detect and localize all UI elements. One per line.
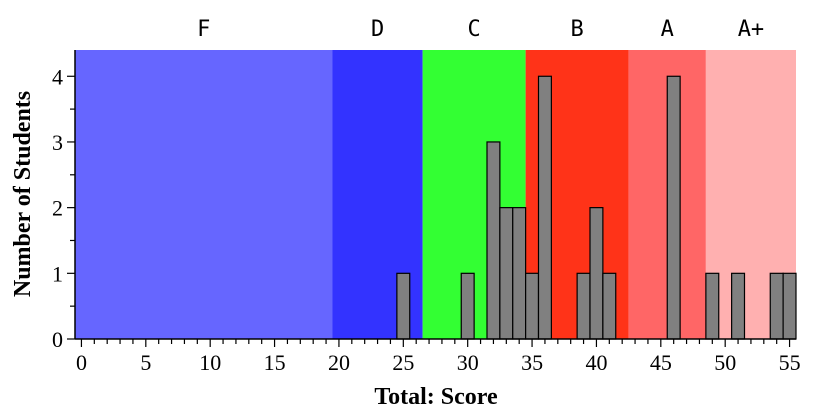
y-tick-label-1: 1 bbox=[52, 261, 63, 286]
grade-label-2: C bbox=[468, 17, 481, 42]
histogram-bar-5 bbox=[525, 272, 540, 340]
x-tick-label-9: 45 bbox=[650, 350, 672, 375]
x-tick-label-4: 20 bbox=[328, 350, 350, 375]
y-axis-title: Number of Students bbox=[10, 91, 36, 297]
grade-labels: F D C B A A+ bbox=[197, 17, 764, 42]
histogram-bar-3 bbox=[499, 207, 514, 340]
x-tick-label-1: 5 bbox=[140, 350, 151, 375]
y-axis-ticks: 0 1 2 3 4 bbox=[52, 64, 75, 352]
histogram-bar-2 bbox=[486, 141, 501, 340]
histogram-bar-10 bbox=[666, 75, 681, 340]
grade-label-4: A bbox=[661, 17, 674, 42]
x-tick-label-2: 10 bbox=[199, 350, 221, 375]
grade-bands bbox=[75, 50, 796, 339]
x-tick-label-10: 50 bbox=[714, 350, 736, 375]
x-tick-label-8: 40 bbox=[585, 350, 607, 375]
grade-label-3: B bbox=[571, 17, 584, 42]
histogram-bar-1 bbox=[460, 272, 475, 340]
histogram-bar-7 bbox=[576, 272, 591, 340]
histogram-bar-0 bbox=[396, 272, 411, 340]
histogram-bar-9 bbox=[602, 272, 617, 340]
histogram-bar-8 bbox=[589, 207, 604, 340]
x-tick-label-6: 30 bbox=[457, 350, 479, 375]
grade-label-0: F bbox=[197, 17, 210, 42]
grade-label-1: D bbox=[371, 17, 384, 42]
x-tick-label-5: 25 bbox=[392, 350, 414, 375]
grade-band-0 bbox=[75, 50, 333, 339]
histogram-bars bbox=[396, 75, 797, 340]
histogram-bar-4 bbox=[512, 207, 527, 340]
x-tick-label-7: 35 bbox=[521, 350, 543, 375]
y-tick-label-4: 4 bbox=[52, 64, 63, 89]
y-tick-label-3: 3 bbox=[52, 130, 63, 155]
x-tick-label-0: 0 bbox=[76, 350, 87, 375]
histogram-bar-13 bbox=[769, 272, 784, 340]
axes bbox=[74, 50, 796, 340]
histogram-bar-12 bbox=[731, 272, 746, 340]
y-tick-label-2: 2 bbox=[52, 196, 63, 221]
x-tick-label-11: 55 bbox=[779, 350, 801, 375]
histogram-bar-6 bbox=[537, 75, 552, 340]
x-tick-label-3: 15 bbox=[264, 350, 286, 375]
histogram-bar-14 bbox=[782, 272, 797, 340]
histogram-bar-11 bbox=[705, 272, 720, 340]
y-tick-label-0: 0 bbox=[52, 327, 63, 352]
x-axis-title: Total: Score bbox=[374, 384, 498, 410]
x-axis-ticks: 0 5 10 15 20 25 30 35 40 45 50 55 bbox=[76, 339, 801, 375]
grade-label-5: A+ bbox=[738, 17, 765, 42]
